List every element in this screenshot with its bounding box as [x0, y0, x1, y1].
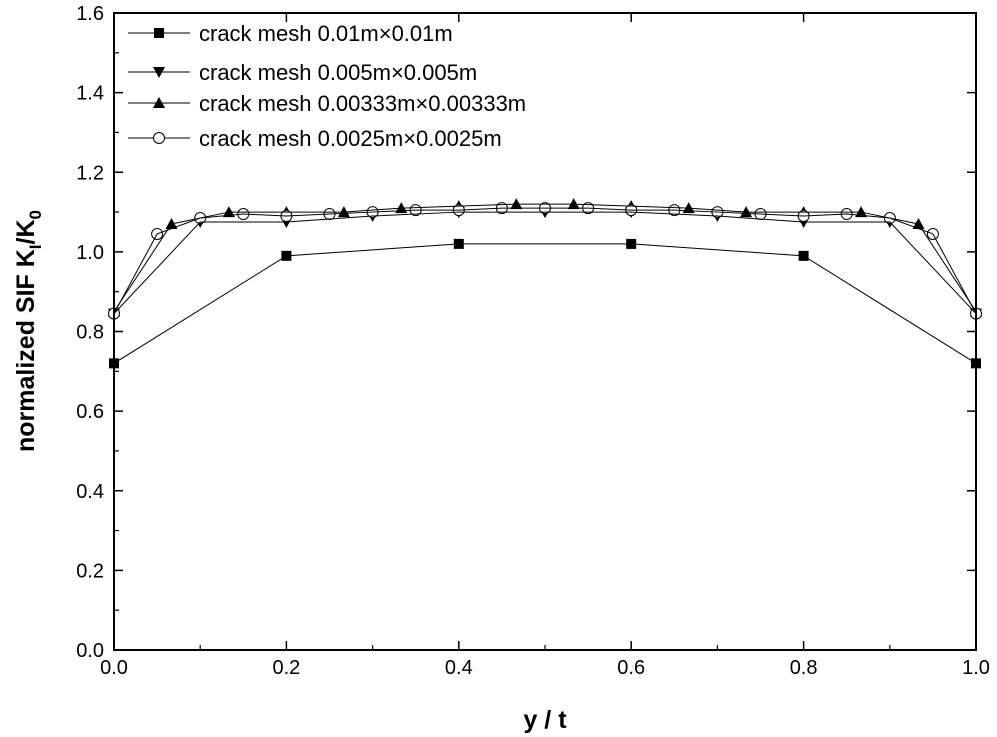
x-tick-label: 0.4 — [445, 657, 473, 679]
y-axis-title-main: normalized SIF K — [12, 249, 40, 452]
legend-label-4: crack mesh 0.0025m×0.0025m — [199, 126, 502, 151]
tick-labels: 0.0 0.2 0.4 0.6 0.8 1.0 0.0 0.2 0.4 0.6 0.8 1.0 1.2 1… — [76, 3, 990, 679]
series-line-1 — [113, 243, 977, 364]
legend-marker-4 — [153, 132, 165, 144]
x-axis-title: y / t — [523, 706, 567, 734]
y-axis-title: normalized SIF KI/K0 — [12, 210, 45, 452]
y-tick-label: 1.6 — [76, 3, 104, 25]
x-tick-label: 0.6 — [617, 657, 645, 679]
marker-layer — [108, 198, 982, 369]
series-line-2 — [113, 211, 977, 314]
series-layer — [108, 198, 982, 369]
x-tick-label: 0.2 — [272, 657, 300, 679]
y-tick-label: 1.4 — [76, 83, 104, 105]
y-tick-label: 0.0 — [76, 640, 104, 662]
plot-frame — [113, 12, 977, 651]
y-tick-label: 0.4 — [76, 481, 104, 503]
x-tick-label: 0.8 — [790, 657, 818, 679]
y-tick-label: 1.0 — [76, 242, 104, 264]
y-axis-title-sub2: 0 — [26, 210, 45, 219]
x-tick-label: 0.0 — [100, 657, 128, 679]
legend-marker-2 — [153, 67, 165, 78]
x-tick-label: 1.0 — [962, 657, 990, 679]
y-tick-label: 0.6 — [76, 401, 104, 423]
legend-label-1: crack mesh 0.01m×0.01m — [199, 21, 453, 46]
y-axis-title-mid: /K — [12, 219, 40, 244]
legend-marker-3 — [153, 97, 165, 108]
y-tick-label: 1.2 — [76, 162, 104, 184]
y-axis-title-sub1: I — [26, 244, 45, 249]
legend-marker-1 — [154, 28, 164, 38]
y-tick-label: 0.8 — [76, 322, 104, 344]
legend: crack mesh 0.01m×0.01m crack mesh 0.005m×… — [128, 21, 526, 151]
series-line-4 — [113, 207, 977, 314]
legend-label-3: crack mesh 0.00333m×0.00333m — [199, 91, 526, 116]
y-tick-label: 0.2 — [76, 560, 104, 582]
series-line-3 — [113, 203, 977, 312]
legend-label-2: crack mesh 0.005m×0.005m — [199, 60, 477, 85]
